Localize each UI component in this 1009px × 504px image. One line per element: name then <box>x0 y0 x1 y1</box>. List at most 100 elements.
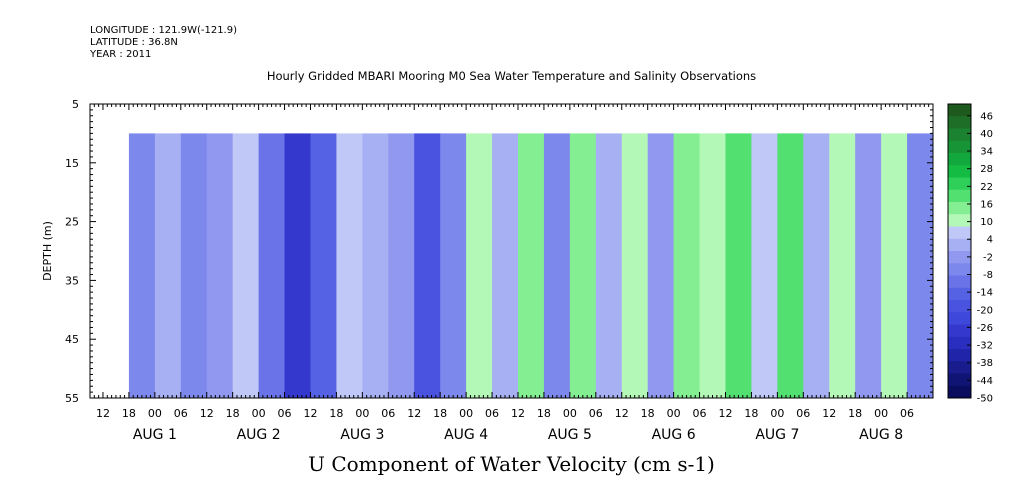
x-tick-label: 18 <box>122 407 136 420</box>
x-tick-label: 18 <box>433 407 447 420</box>
x-tick-label: 06 <box>174 407 188 420</box>
x-tick-label: 00 <box>770 407 784 420</box>
y-tick-label: 35 <box>65 274 79 287</box>
y-axis-label: DEPTH (m) <box>41 221 54 281</box>
colorbar-segment <box>948 263 971 276</box>
colorbar-segment <box>948 373 971 387</box>
colorbar-tick-label: -50 <box>977 394 993 405</box>
heatmap-cell <box>621 133 649 398</box>
x-tick-label: 06 <box>900 407 914 420</box>
colorbar-tick-label: -32 <box>977 341 993 352</box>
heatmap-cell <box>466 133 493 398</box>
y-axis: 5 15 25 35 45 55 <box>65 98 933 405</box>
colorbar-segment <box>948 214 971 227</box>
colorbar-tick-label: 16 <box>980 199 993 210</box>
heatmap-cell <box>492 133 519 398</box>
colorbar-segment <box>948 287 971 301</box>
x-day-label: AUG 6 <box>652 427 696 443</box>
y-tick-label: 5 <box>72 98 79 111</box>
heatmap-cell <box>777 133 804 398</box>
colorbar-segment <box>948 140 971 154</box>
colorbar-segment <box>948 153 971 166</box>
heatmap-cell <box>517 133 545 398</box>
colorbar-segment <box>948 226 971 240</box>
x-tick-label: 12 <box>615 407 629 420</box>
colorbar-segment <box>948 349 971 362</box>
x-tick-label: 18 <box>641 407 655 420</box>
variable-label: U Component of Water Velocity (cm s-1) <box>308 452 715 476</box>
x-tick-label: 00 <box>563 407 577 420</box>
colorbar-segment <box>948 189 971 203</box>
colorbar-tick-label: 40 <box>980 129 993 140</box>
chart-title: Hourly Gridded MBARI Mooring M0 Sea Wate… <box>266 69 757 83</box>
heatmap-cell <box>362 133 389 398</box>
colorbar-segment <box>948 361 971 374</box>
heatmap-cell <box>881 133 908 398</box>
x-tick-label: 00 <box>355 407 369 420</box>
x-tick-label: 12 <box>303 407 317 420</box>
colorbar-tick-label: -8 <box>983 270 993 281</box>
heatmap-cell <box>336 133 363 398</box>
heatmap-cell <box>855 133 882 398</box>
x-day-label: AUG 3 <box>340 427 384 443</box>
heatmap-cell <box>907 133 933 398</box>
colorbar-segment <box>948 104 971 117</box>
y-tick-label: 55 <box>65 392 79 405</box>
heatmap-cell <box>543 133 571 398</box>
heatmap-cell <box>232 133 260 398</box>
x-tick-label: 00 <box>667 407 681 420</box>
colorbar-tick-label: 22 <box>980 182 993 193</box>
x-tick-label: 12 <box>96 407 110 420</box>
colorbar-tick-label: -26 <box>977 323 993 334</box>
y-tick-label: 25 <box>65 216 79 229</box>
x-tick-label: 12 <box>822 407 836 420</box>
x-tick-label: 18 <box>537 407 551 420</box>
heatmap-cell <box>180 133 208 398</box>
colorbar-tick-label: 34 <box>980 147 993 158</box>
colorbar-tick-label: -38 <box>977 358 993 369</box>
colorbar-tick-label: 46 <box>980 111 993 122</box>
heatmap-cell <box>569 133 597 398</box>
x-tick-label: 00 <box>148 407 162 420</box>
y-tick-label: 45 <box>65 333 79 346</box>
x-day-label: AUG 4 <box>444 427 488 443</box>
x-tick-label: 18 <box>848 407 862 420</box>
heatmap-cell <box>699 133 726 398</box>
y-tick-label: 15 <box>65 157 79 170</box>
heatmap-cell <box>284 133 311 398</box>
colorbar-tick-label: 28 <box>980 164 993 175</box>
x-tick-label: 12 <box>718 407 732 420</box>
x-tick-label: 12 <box>200 407 214 420</box>
heatmap-cell <box>388 133 415 398</box>
x-tick-label: 18 <box>744 407 758 420</box>
x-day-label: AUG 2 <box>237 427 281 443</box>
colorbar-tick-label: -2 <box>983 252 993 263</box>
colorbar-segment <box>948 165 971 178</box>
x-tick-label: 06 <box>796 407 810 420</box>
heatmap-cell <box>725 133 752 398</box>
colorbar-segment <box>948 202 971 215</box>
x-tick-label: 06 <box>693 407 707 420</box>
colorbar-tick-label: 4 <box>987 235 993 246</box>
heatmap-cell <box>751 133 778 398</box>
heatmap-area <box>128 133 933 398</box>
x-day-label: AUG 5 <box>548 427 592 443</box>
heatmap-cell <box>310 133 337 398</box>
heatmap-cell <box>829 133 856 398</box>
x-tick-label: 12 <box>407 407 421 420</box>
x-tick-label: 18 <box>226 407 240 420</box>
colorbar-segment <box>948 116 971 129</box>
colorbar-segment <box>948 238 971 252</box>
colorbar-tick-label: -14 <box>977 288 993 299</box>
colorbar-frame <box>947 103 972 399</box>
colorbar-segment <box>948 300 971 313</box>
heatmap-cell <box>154 133 182 398</box>
x-day-label: AUG 1 <box>133 427 177 443</box>
colorbar-segment <box>948 251 971 264</box>
colorbar-segment <box>948 312 971 325</box>
colorbar: 46 40 34 28 22 16 10 4 -2 -8 -14 -20 -26 -32 -38 -44 -50 <box>947 103 993 405</box>
x-tick-label: 06 <box>278 407 292 420</box>
heatmap-cell <box>414 133 441 398</box>
x-axis: 12 18 00 06 12 18 00 06 12 18 00 06 12 18 00 06 12 18 00 06… <box>89 104 934 443</box>
